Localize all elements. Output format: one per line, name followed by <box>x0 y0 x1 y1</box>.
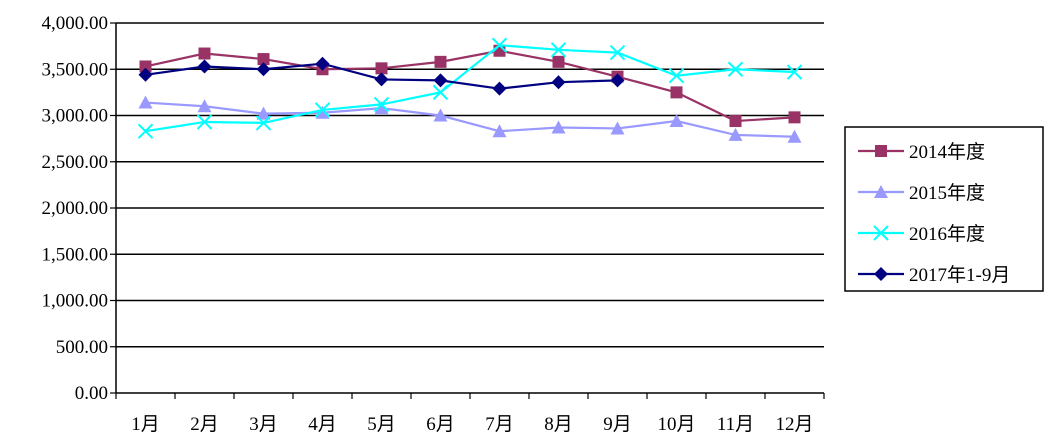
legend-item: 2015年度 <box>858 182 985 204</box>
x-axis: 1月 2月 3月 4月 5月 6月 7月 8月 9月 10月 11月 12月 <box>115 23 825 435</box>
x-tick-label: 9月 <box>603 414 632 435</box>
data-point-x <box>432 84 449 101</box>
data-point-triangle <box>551 120 566 134</box>
series-4 <box>138 56 625 96</box>
data-point-triangle <box>492 124 507 138</box>
data-point-square <box>552 55 565 68</box>
legend-label: 2014年度 <box>909 141 985 163</box>
x-tick-label: 3月 <box>249 414 278 435</box>
data-point-x <box>373 96 390 113</box>
data-point-x <box>137 123 154 139</box>
x-tick-label: 11月 <box>717 414 754 435</box>
y-tick-label: 0.00 <box>75 383 108 404</box>
x-tick-label: 10月 <box>657 414 695 435</box>
data-point-triangle <box>433 108 448 122</box>
x-tick-label: 6月 <box>426 414 455 435</box>
legend-label: 2017年1-9月 <box>909 264 1010 286</box>
data-point-diamond <box>551 75 566 90</box>
data-point-x <box>668 68 685 84</box>
data-point-x <box>255 115 272 131</box>
y-axis: 0.00 500.00 1,000.00 1,500.00 2,000.00 2,500.… <box>42 13 116 404</box>
data-point-diamond <box>433 73 448 88</box>
legend-label: 2016年度 <box>909 223 985 245</box>
grid-lines <box>116 22 824 348</box>
data-point-triangle <box>610 121 625 135</box>
legend-item: 2014年度 <box>858 141 985 163</box>
y-tick-label: 1,500.00 <box>42 244 109 265</box>
data-point-square <box>139 60 152 73</box>
y-tick-label: 1,000.00 <box>42 291 109 312</box>
legend-label: 2015年度 <box>909 182 985 204</box>
data-point-triangle <box>197 99 212 113</box>
series-line <box>145 101 795 138</box>
series-group <box>137 37 803 143</box>
x-tick-label: 12月 <box>775 414 813 435</box>
data-point-square <box>729 115 742 128</box>
data-point-x <box>314 102 331 118</box>
y-tick-label: 2,500.00 <box>42 152 109 173</box>
data-point-diamond <box>197 59 212 74</box>
data-point-triangle <box>728 127 743 141</box>
series-2 <box>138 95 802 143</box>
x-tick-label: 8月 <box>544 414 573 435</box>
y-tick-label: 3,500.00 <box>42 59 109 80</box>
y-tick-label: 3,000.00 <box>42 106 109 127</box>
data-point-triangle <box>138 95 153 109</box>
x-tick-label: 2月 <box>190 414 219 435</box>
data-point-square <box>375 62 388 75</box>
x-tick-label: 7月 <box>485 414 514 435</box>
series-1 <box>139 44 801 128</box>
series-line <box>145 44 795 133</box>
legend-item: 2017年1-9月 <box>858 264 1010 286</box>
data-point-x <box>550 42 567 58</box>
data-point-triangle <box>787 129 802 143</box>
data-point-x <box>609 44 626 61</box>
legend: 2014年度 2015年度 2016年度 2017年1-9月 <box>844 126 1044 292</box>
data-point-square <box>257 53 270 66</box>
data-point-diamond <box>374 72 389 87</box>
data-point-square <box>788 111 801 124</box>
legend-item: 2016年度 <box>858 223 985 245</box>
data-point-diamond <box>610 73 625 88</box>
data-point-square <box>198 47 211 60</box>
data-point-x <box>873 225 889 241</box>
series-3 <box>137 37 803 139</box>
data-point-x <box>491 37 508 53</box>
data-point-x <box>196 114 213 130</box>
x-tick-label: 1月 <box>131 414 160 435</box>
data-point-x <box>786 64 803 80</box>
series-line <box>145 49 795 123</box>
data-point-x <box>727 61 744 77</box>
data-point-diamond <box>874 267 888 281</box>
y-tick-label: 2,000.00 <box>42 198 109 219</box>
data-point-diamond <box>138 67 153 82</box>
data-point-triangle <box>669 114 684 128</box>
data-point-triangle <box>315 105 330 119</box>
data-point-diamond <box>492 81 507 96</box>
data-point-square <box>875 145 887 157</box>
data-point-diamond <box>315 56 330 71</box>
data-point-triangle <box>874 185 888 198</box>
y-tick-label: 500.00 <box>56 337 108 358</box>
x-tick-label: 5月 <box>367 414 396 435</box>
data-point-square <box>670 86 683 99</box>
data-point-triangle <box>256 106 271 120</box>
y-tick-label: 4,000.00 <box>42 13 109 34</box>
data-point-square <box>434 55 447 68</box>
data-point-diamond <box>256 62 271 77</box>
data-point-triangle <box>374 101 389 115</box>
x-tick-label: 4月 <box>308 414 337 435</box>
